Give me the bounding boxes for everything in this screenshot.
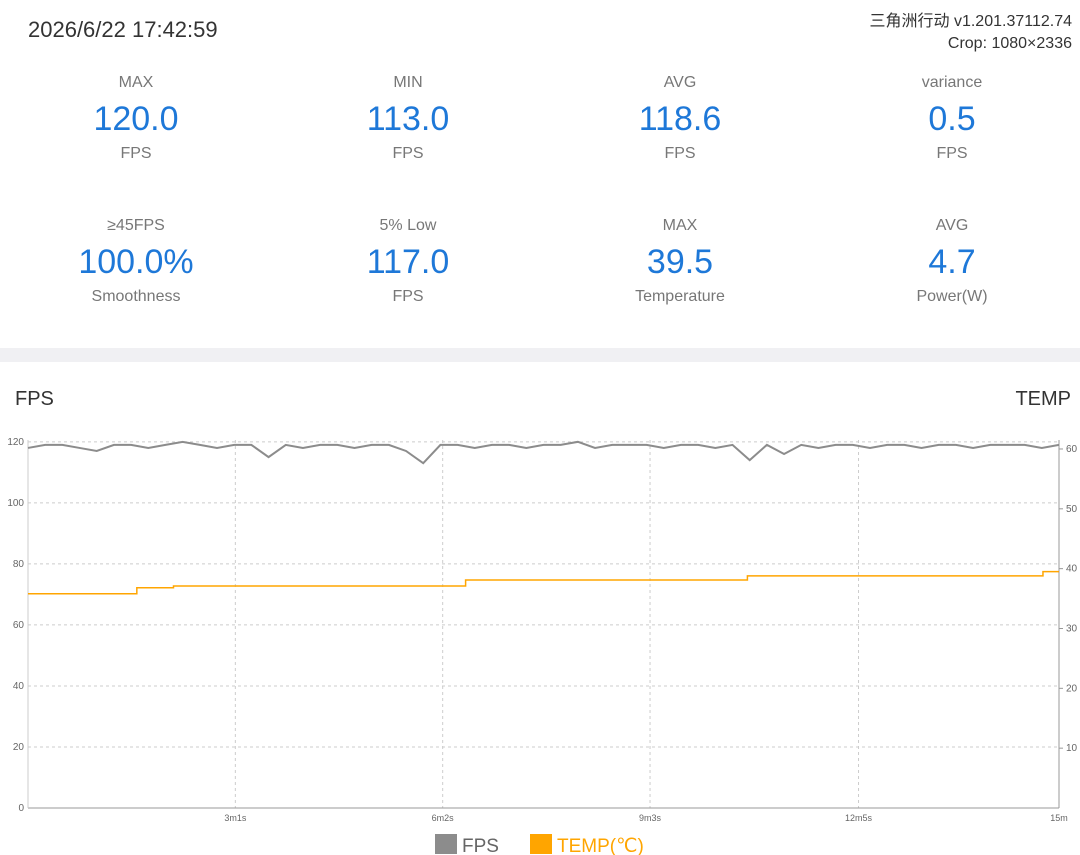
divider	[0, 348, 1080, 362]
y-tick-label: 120	[7, 437, 24, 448]
series-line	[27, 440, 1060, 465]
stat-value: 100.0%	[78, 243, 194, 281]
stat: 5% Low 117.0 FPS	[272, 217, 544, 306]
stat-value: 120.0	[93, 100, 179, 138]
legend-swatch	[530, 834, 552, 854]
stat-unit: Temperature	[635, 288, 725, 305]
stat-unit: FPS	[936, 145, 968, 162]
stat-value: 113.0	[366, 100, 450, 138]
legend-item[interactable]: TEMP(℃)	[530, 834, 644, 855]
y-tick-label: 0	[18, 803, 24, 814]
stat-label: variance	[921, 74, 983, 91]
stat-value: 4.7	[928, 243, 976, 281]
stat-unit: FPS	[664, 145, 696, 162]
stat-unit: FPS	[392, 145, 424, 162]
legend-label: TEMP(℃)	[557, 836, 644, 855]
stat-value: 0.5	[928, 100, 976, 138]
stat-label: MAX	[662, 217, 698, 234]
stat: MAX 120.0 FPS	[0, 74, 272, 163]
stat-label: ≥45FPS	[107, 217, 165, 234]
stat: ≥45FPS 100.0% Smoothness	[0, 217, 272, 306]
y2-tick-label: 20	[1066, 683, 1078, 694]
y-tick-label: 20	[13, 742, 25, 753]
y-axis-title: FPS	[15, 388, 54, 410]
stat: MIN 113.0 FPS	[272, 74, 544, 163]
stat: AVG 118.6 FPS	[544, 74, 816, 163]
x-tick-label: 3m1s	[224, 813, 247, 823]
stat-label: MIN	[393, 74, 423, 91]
y2-tick-label: 10	[1066, 743, 1078, 754]
stat-unit: FPS	[392, 288, 424, 305]
y-tick-label: 100	[7, 498, 24, 509]
x-tick-label: 12m5s	[845, 813, 873, 823]
stat-value: 118.6	[638, 100, 722, 138]
stat-unit: FPS	[120, 145, 152, 162]
crop: Crop: 1080×2336	[947, 35, 1072, 52]
stat: AVG 4.7 Power(W)	[816, 217, 1080, 306]
stat-value: 117.0	[366, 243, 450, 281]
stat-unit: Smoothness	[91, 288, 181, 305]
stat-label: AVG	[663, 74, 697, 91]
stat: variance 0.5 FPS	[816, 74, 1080, 163]
y2-tick-label: 40	[1066, 564, 1078, 575]
y-tick-label: 80	[13, 559, 25, 570]
y-tick-label: 40	[13, 681, 25, 692]
series-line	[28, 570, 1059, 595]
stat-label: MAX	[118, 74, 154, 91]
stat-value: 39.5	[646, 243, 714, 281]
legend-item[interactable]: FPS	[435, 834, 499, 855]
y-tick-label: 60	[13, 620, 25, 631]
stat-label: 5% Low	[379, 217, 437, 234]
legend-swatch	[435, 834, 457, 854]
x-tick-label: 9m3s	[639, 813, 662, 823]
y2-axis-title: TEMP	[1015, 388, 1071, 410]
app-info: 三角洲行动 v1.201.37112.74 Crop: 1080×2336	[870, 11, 1072, 55]
app-name: 三角洲行动 v1.201.37112.74	[869, 13, 1072, 30]
datetime: 2026/6/22 17:42:59	[28, 17, 218, 42]
legend-label: FPS	[462, 836, 499, 855]
y2-tick-label: 60	[1066, 444, 1078, 455]
stat: MAX 39.5 Temperature	[544, 217, 816, 306]
x-tick-label: 15m	[1050, 813, 1068, 823]
stat-label: AVG	[935, 217, 969, 234]
y2-tick-label: 50	[1066, 504, 1078, 515]
stat-unit: Power(W)	[916, 288, 988, 305]
x-tick-label: 6m2s	[432, 813, 455, 823]
y2-tick-label: 30	[1066, 623, 1078, 634]
